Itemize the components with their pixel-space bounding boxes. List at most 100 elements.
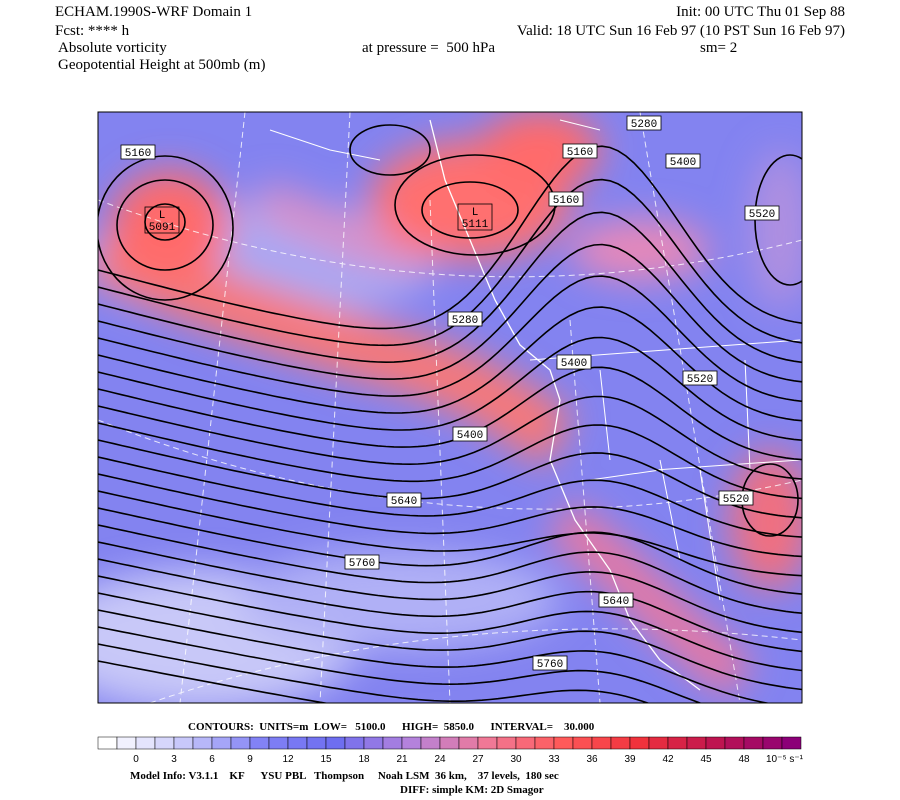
colorbar-box <box>154 736 175 750</box>
smoothing: sm= 2 <box>700 40 737 56</box>
colorbar-box <box>496 736 517 750</box>
height-contour <box>98 145 802 330</box>
field: Absolute vorticity <box>58 40 167 56</box>
title: ECHAM.1990S-WRF Domain 1 <box>55 4 252 20</box>
contour-label: 5520 <box>723 494 749 506</box>
colorbar-label: 45 <box>700 754 712 765</box>
contour-label-box <box>562 143 598 159</box>
colorbar-label: 42 <box>662 754 674 765</box>
colorbar-box <box>192 736 213 750</box>
colorbar-label: 30 <box>510 754 522 765</box>
colorbar-box <box>401 736 422 750</box>
height-contour <box>98 395 802 480</box>
height-contour <box>98 306 802 422</box>
map <box>98 112 802 703</box>
colorbar-box <box>439 736 460 750</box>
colorbar-box <box>363 736 384 750</box>
height-contour <box>98 178 802 347</box>
colorbar-box <box>667 736 688 750</box>
contour-label: 5520 <box>749 209 775 221</box>
contour-label: 5640 <box>603 596 629 608</box>
contour-label-box <box>532 655 568 671</box>
height-contour <box>98 422 802 500</box>
colorbar-box <box>420 736 441 750</box>
boundaries <box>269 119 801 601</box>
height-contour <box>98 211 802 364</box>
colorbar-label: 33 <box>548 754 560 765</box>
height-contour <box>98 626 703 703</box>
colorbar-box <box>534 736 555 750</box>
low-box <box>144 206 180 234</box>
colorbar-box <box>173 736 194 750</box>
contour-field: Geopotential Height at 500mb (m) <box>58 57 265 73</box>
contour-label-box <box>665 153 701 169</box>
height-contour <box>98 243 802 383</box>
colorbar-box <box>781 736 802 750</box>
colorbar-box <box>515 736 536 750</box>
contour-label: 5640 <box>391 496 417 508</box>
contour-label: 5160 <box>567 147 593 159</box>
colorbar-label: 0 <box>133 754 139 765</box>
contour-label: 5160 <box>125 148 151 160</box>
contour-label-box <box>548 191 584 207</box>
colorbar-box <box>610 736 631 750</box>
colorbar-label: 15 <box>320 754 332 765</box>
height-contour <box>98 490 802 577</box>
colorbar-box <box>591 736 612 750</box>
colorbar-box <box>325 736 346 750</box>
colorbar-label: 48 <box>738 754 750 765</box>
colorbar-box <box>97 736 118 750</box>
colorbar-label: 39 <box>624 754 636 765</box>
contour-label-box <box>626 115 662 131</box>
colorbar-label: 12 <box>282 754 294 765</box>
forecast: Fcst: **** h <box>55 23 130 39</box>
height-contour <box>98 473 802 558</box>
height-contour <box>98 439 802 519</box>
colorbar-label: 3 <box>171 754 177 765</box>
colorbar-box <box>230 736 251 750</box>
colorbar-box <box>116 736 137 750</box>
contour-label: 5400 <box>457 430 483 442</box>
vorticity-field <box>98 112 802 703</box>
contour-label: 5520 <box>687 374 713 386</box>
contour-label: 5400 <box>670 157 696 169</box>
colorbar-box <box>268 736 289 750</box>
colorbar-box <box>344 736 365 750</box>
contour-label-box <box>556 354 592 370</box>
colorbar-box <box>762 736 783 750</box>
contour-label: 5400 <box>561 358 587 370</box>
height-contour <box>98 366 802 461</box>
height-contour <box>98 592 802 691</box>
colorbar-box <box>686 736 707 750</box>
colorbar-box <box>477 736 498 750</box>
colorbar-box <box>553 736 574 750</box>
low-value: 5091 <box>149 222 176 234</box>
height-contour <box>98 558 802 653</box>
height-contour <box>98 541 802 634</box>
contour-label-box <box>452 426 488 442</box>
colorbar-box <box>306 736 327 750</box>
colorbar-box <box>249 736 270 750</box>
colorbar-unit: 10⁻⁵ s⁻¹ <box>766 754 804 765</box>
colorbar-label: 24 <box>434 754 446 765</box>
diff-info: DIFF: simple KM: 2D Smagor <box>400 784 544 796</box>
colorbar-box <box>705 736 726 750</box>
low-value: 5111 <box>462 219 489 231</box>
colorbar-box <box>648 736 669 750</box>
contour-label: 5160 <box>553 195 579 207</box>
pressure: at pressure = 500 hPa <box>362 40 495 56</box>
colorbar: 0 3 6 9 12 15 18 21 24 27 30 33 36 39 42 45 48 10⁻⁵ s⁻¹ <box>97 736 804 765</box>
height-contour <box>98 575 802 672</box>
colorbar-box <box>458 736 479 750</box>
contour-label-box <box>120 144 156 160</box>
contour-label: 5760 <box>537 659 563 671</box>
height-contour <box>98 456 802 538</box>
colorbar-label: 6 <box>209 754 215 765</box>
height-contour <box>98 660 330 703</box>
height-contour <box>98 643 651 703</box>
colorbar-box <box>211 736 232 750</box>
contour-label-box <box>682 370 718 386</box>
contour-label-box <box>447 311 483 327</box>
low-symbol: L <box>159 210 166 222</box>
